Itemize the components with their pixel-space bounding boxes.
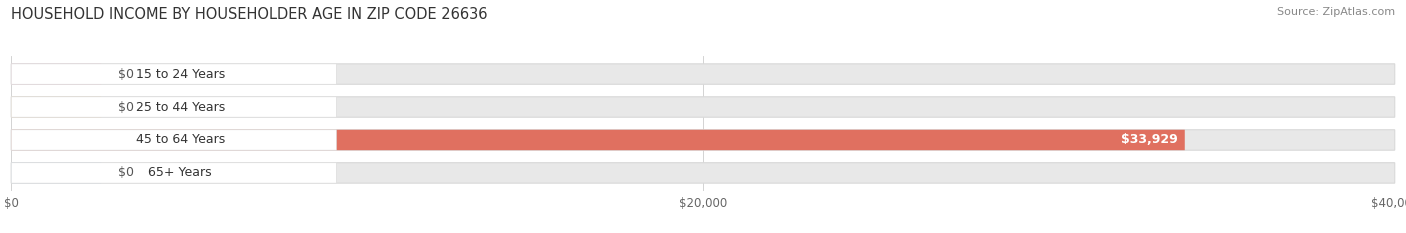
Text: $33,929: $33,929 <box>1121 134 1178 147</box>
FancyBboxPatch shape <box>11 97 101 117</box>
FancyBboxPatch shape <box>11 163 101 183</box>
FancyBboxPatch shape <box>11 163 336 183</box>
Text: 65+ Years: 65+ Years <box>149 166 212 179</box>
FancyBboxPatch shape <box>11 64 1395 84</box>
FancyBboxPatch shape <box>11 97 336 117</box>
Text: Source: ZipAtlas.com: Source: ZipAtlas.com <box>1277 7 1395 17</box>
FancyBboxPatch shape <box>11 97 1395 117</box>
FancyBboxPatch shape <box>11 64 101 84</box>
FancyBboxPatch shape <box>11 130 336 150</box>
Text: HOUSEHOLD INCOME BY HOUSEHOLDER AGE IN ZIP CODE 26636: HOUSEHOLD INCOME BY HOUSEHOLDER AGE IN Z… <box>11 7 488 22</box>
Text: 15 to 24 Years: 15 to 24 Years <box>136 68 225 81</box>
Text: $0: $0 <box>118 166 134 179</box>
FancyBboxPatch shape <box>11 130 1395 150</box>
Text: $0: $0 <box>118 68 134 81</box>
Text: 25 to 44 Years: 25 to 44 Years <box>136 100 225 113</box>
Text: 45 to 64 Years: 45 to 64 Years <box>136 134 225 147</box>
FancyBboxPatch shape <box>11 163 1395 183</box>
FancyBboxPatch shape <box>11 64 336 84</box>
Text: $0: $0 <box>118 100 134 113</box>
FancyBboxPatch shape <box>11 130 1185 150</box>
